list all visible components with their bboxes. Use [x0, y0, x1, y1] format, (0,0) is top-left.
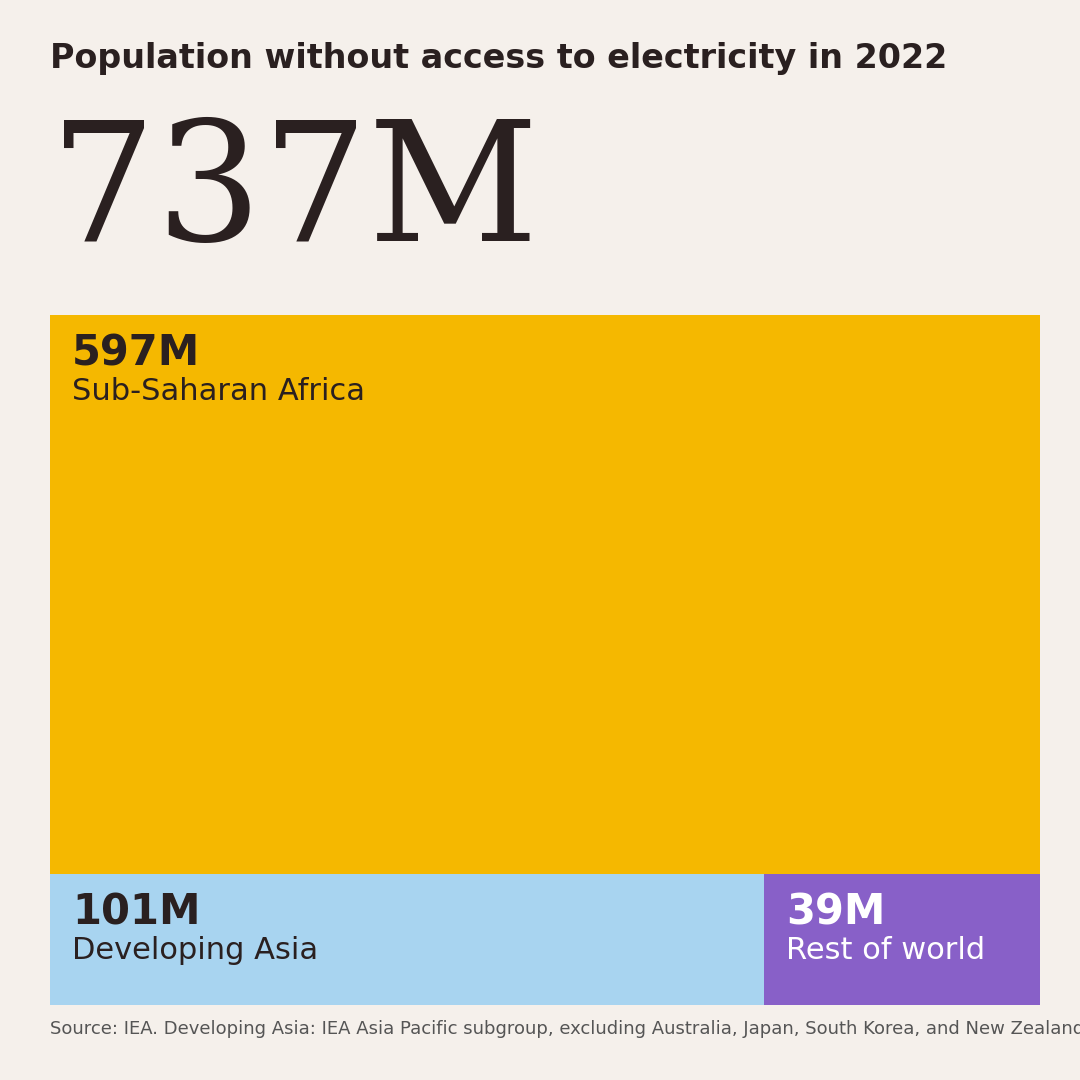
Text: Sub-Saharan Africa: Sub-Saharan Africa	[72, 377, 365, 406]
Bar	[765, 874, 1040, 1005]
Text: Developing Asia: Developing Asia	[72, 936, 319, 964]
Text: 39M: 39M	[786, 892, 886, 934]
Text: Source: IEA. Developing Asia: IEA Asia Pacific subgroup, excluding Australia, Ja: Source: IEA. Developing Asia: IEA Asia P…	[50, 1020, 1080, 1038]
Bar	[50, 874, 765, 1005]
Text: 597M: 597M	[72, 333, 200, 375]
Text: Rest of world: Rest of world	[786, 936, 985, 964]
Text: 737M: 737M	[50, 114, 539, 276]
Text: 101M: 101M	[72, 892, 201, 934]
Bar	[50, 315, 1040, 874]
Text: Population without access to electricity in 2022: Population without access to electricity…	[50, 42, 947, 75]
